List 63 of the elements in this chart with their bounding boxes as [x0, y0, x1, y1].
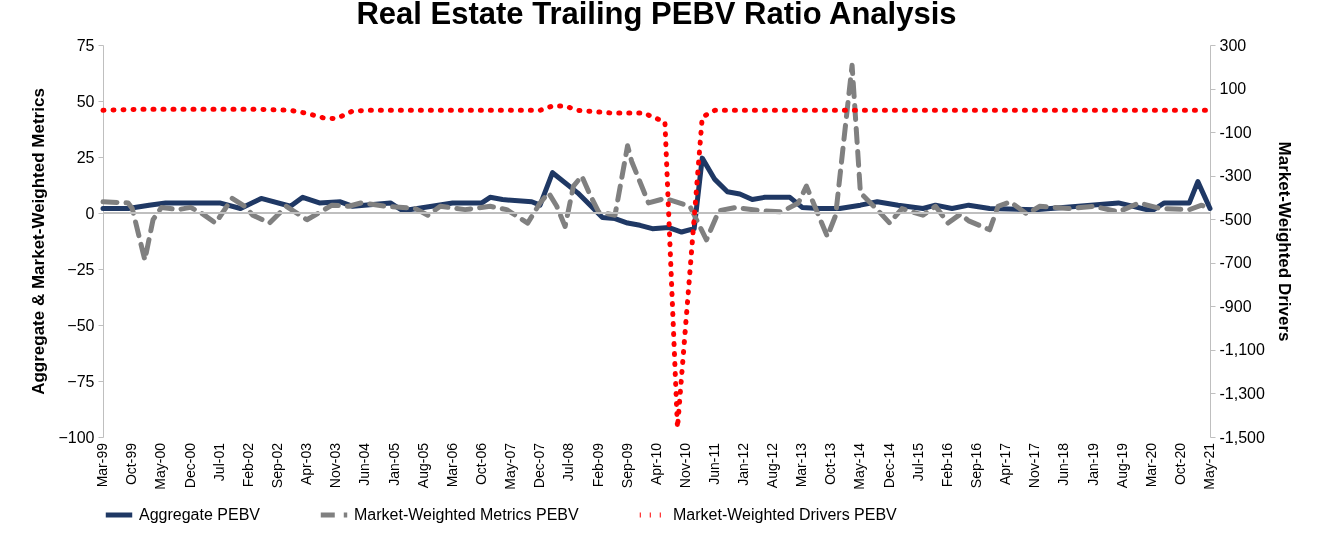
x-tick-label: Jan-05: [385, 442, 402, 486]
x-tick-label: Jul-01: [210, 442, 227, 482]
x-tick-label: Jul-08: [560, 442, 577, 482]
x-tick-label: Apr-10: [647, 442, 664, 486]
x-tick-label: Jun-18: [1055, 442, 1072, 486]
x-tick-label: Oct-06: [472, 442, 489, 486]
y-tick-label: −25: [67, 260, 95, 278]
x-tick-label: Apr-17: [997, 442, 1014, 486]
x-tick-label: Sep-09: [618, 442, 635, 489]
y2-axis-title: Market-Weighted Drivers: [1274, 141, 1294, 342]
y2-tick-label: -700: [1219, 254, 1252, 272]
x-tick-label: Sep-16: [968, 442, 985, 489]
y2-tick-label: 100: [1219, 80, 1247, 98]
x-tick-label: Mar-99: [94, 442, 110, 488]
legend-label: Aggregate PEBV: [139, 506, 261, 523]
x-tick-label: May-07: [501, 442, 518, 490]
x-tick-label: Nov-10: [676, 442, 693, 489]
x-tick-label: Dec-00: [181, 442, 198, 489]
x-tick-label: Dec-14: [880, 442, 897, 489]
x-tick-label: May-21: [1201, 442, 1217, 490]
x-tick-label: Apr-03: [297, 442, 314, 486]
x-tick-label: May-14: [851, 442, 868, 490]
chart-title: Real Estate Trailing PEBV Ratio Analysis: [356, 0, 957, 31]
x-tick-label: Feb-16: [939, 442, 956, 488]
y-tick-label: −100: [58, 428, 95, 446]
y2-tick-label: -500: [1219, 210, 1252, 228]
y2-tick-label: -900: [1219, 297, 1252, 315]
y2-tick-label: -300: [1219, 167, 1252, 185]
y-tick-label: 25: [76, 148, 95, 166]
x-tick-label: Jan-19: [1084, 442, 1101, 486]
x-tick-label: Nov-03: [327, 442, 344, 489]
x-tick-label: Sep-02: [269, 442, 285, 489]
x-tick-label: Aug-12: [764, 442, 781, 489]
y-tick-label: −75: [67, 372, 95, 390]
x-tick-label: Jul-15: [909, 442, 926, 482]
y2-tick-label: -1,500: [1219, 428, 1265, 446]
x-tick-label: Mar-13: [793, 442, 810, 488]
y2-tick-label: 300: [1219, 36, 1247, 54]
x-tick-label: Oct-99: [123, 442, 140, 486]
y-axis-title: Aggregate & Market-Weighted Metrics: [29, 88, 49, 395]
x-tick-label: Jan-12: [735, 442, 752, 486]
x-tick-label: Mar-20: [1142, 442, 1159, 488]
x-tick-label: Nov-17: [1026, 442, 1043, 489]
x-tick-label: May-00: [152, 442, 169, 490]
x-tick-label: Aug-19: [1113, 442, 1130, 489]
x-tick-label: Feb-02: [240, 442, 257, 488]
x-tick-label: Dec-07: [531, 442, 548, 489]
x-tick-label: Mar-06: [443, 442, 460, 488]
y2-tick-label: -1,300: [1219, 384, 1265, 402]
x-tick-label: Aug-05: [414, 442, 431, 489]
x-tick-label: Jun-11: [705, 442, 722, 485]
legend-label: Market-Weighted Metrics PEBV: [354, 506, 579, 523]
y-tick-label: 50: [76, 92, 95, 110]
x-tick-label: Feb-09: [589, 442, 606, 488]
y-tick-label: −50: [67, 316, 95, 334]
y-tick-label: 75: [76, 36, 95, 54]
legend-label: Market-Weighted Drivers PEBV: [673, 506, 898, 523]
x-tick-label: Oct-20: [1172, 442, 1189, 486]
x-tick-label: Jun-04: [356, 442, 373, 486]
y-tick-label: 0: [85, 204, 95, 222]
y2-tick-label: -100: [1219, 123, 1252, 141]
y2-tick-label: -1,100: [1219, 341, 1265, 359]
x-tick-label: Oct-13: [822, 442, 839, 486]
